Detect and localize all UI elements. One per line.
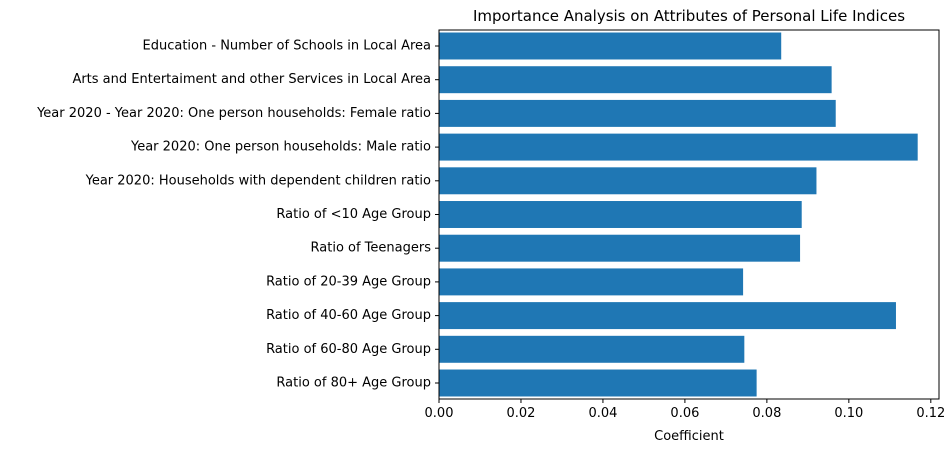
bar <box>439 268 744 296</box>
x-tick-label: 0.04 <box>588 406 617 421</box>
bars-group <box>439 32 918 397</box>
x-tick-label: 0.00 <box>425 406 454 421</box>
y-tick-label: Year 2020 - Year 2020: One person househ… <box>36 106 431 121</box>
x-tick-label: 0.08 <box>752 406 781 421</box>
bar <box>439 234 801 262</box>
axes-frame <box>438 29 940 400</box>
y-tick-label: Education - Number of Schools in Local A… <box>143 39 431 54</box>
bar <box>439 32 782 60</box>
bar <box>439 99 836 127</box>
x-tick-label: 0.02 <box>506 406 535 421</box>
bar <box>439 167 817 195</box>
x-tick-label: 0.10 <box>834 406 863 421</box>
bar <box>439 302 896 330</box>
bar <box>439 369 757 397</box>
y-tick-label: Arts and Entertaiment and other Services… <box>72 72 431 87</box>
bar <box>439 66 832 94</box>
y-axis-ticks: Education - Number of Schools in Local A… <box>36 39 439 391</box>
y-tick-label: Year 2020: Households with dependent chi… <box>85 173 431 188</box>
bar <box>439 335 745 363</box>
y-tick-label: Ratio of 60-80 Age Group <box>266 342 431 357</box>
y-tick-label: Ratio of Teenagers <box>311 241 432 256</box>
x-axis-label: Coefficient <box>654 429 724 444</box>
y-tick-label: Ratio of <10 Age Group <box>276 207 431 222</box>
chart-title: Importance Analysis on Attributes of Per… <box>473 7 905 25</box>
bar <box>439 133 918 161</box>
y-tick-label: Ratio of 20-39 Age Group <box>266 274 431 289</box>
y-tick-label: Ratio of 40-60 Age Group <box>266 308 431 323</box>
x-tick-label: 0.12 <box>916 406 945 421</box>
bar <box>439 201 802 228</box>
x-tick-label: 0.06 <box>670 406 699 421</box>
y-tick-label: Year 2020: One person households: Male r… <box>130 140 431 155</box>
x-axis-ticks: 0.00 0.02 0.04 0.06 0.08 0.10 0.12 <box>425 399 945 421</box>
y-tick-label: Ratio of 80+ Age Group <box>276 376 431 391</box>
